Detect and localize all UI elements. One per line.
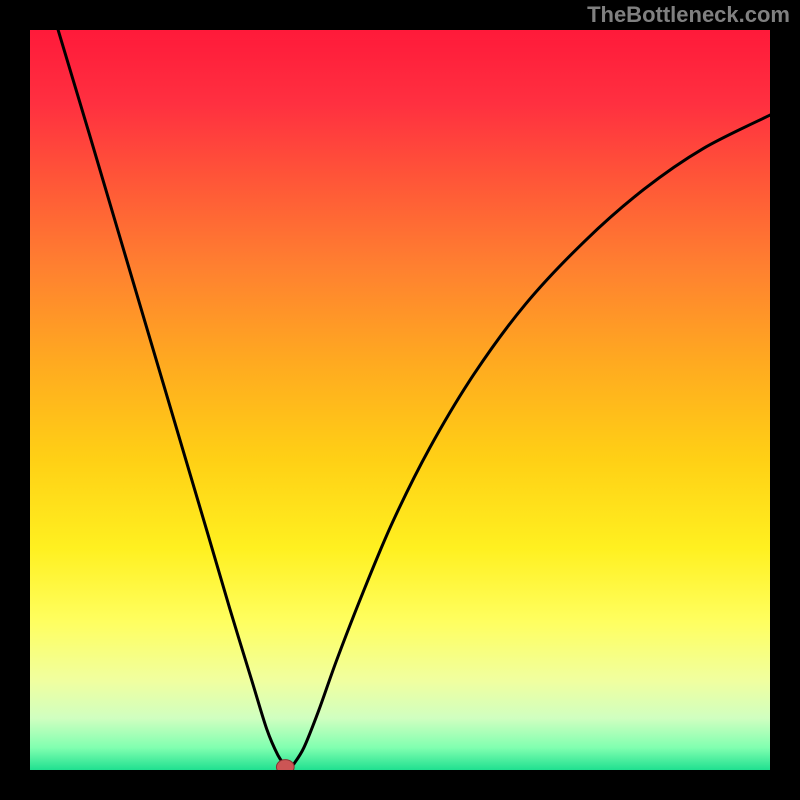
gradient-background: [30, 30, 770, 770]
plot-area: [30, 30, 770, 770]
valley-marker: [276, 760, 294, 770]
chart-svg: [30, 30, 770, 770]
watermark-text: TheBottleneck.com: [587, 2, 790, 28]
